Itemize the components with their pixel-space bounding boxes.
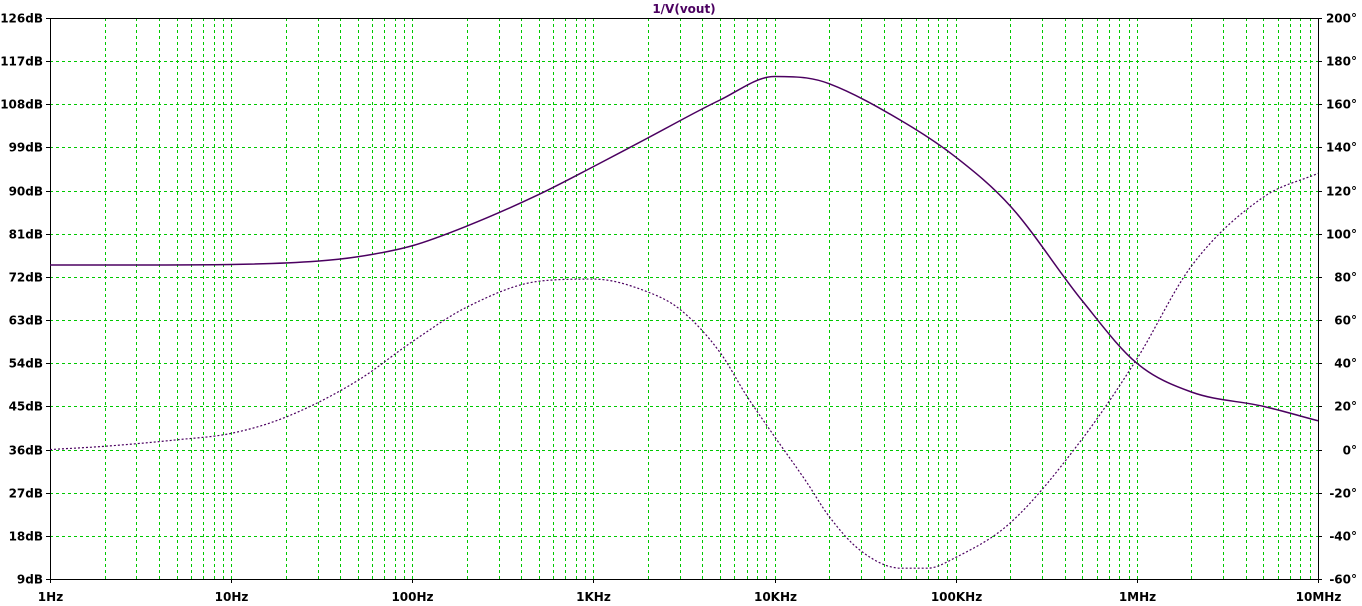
x-tick-label: 1MHz (1119, 590, 1156, 604)
x-axis-ticks: 1Hz 10Hz 100Hz 1KHz 10KHz 100KHz 1MHz 10MHz (38, 579, 1342, 604)
right-axis-ticks: 200° 180° 160° 140° 120° 100° 80° 60° 40° 20° 0° -2… (1318, 12, 1357, 587)
left-tick-label: 108dB (0, 98, 43, 112)
right-tick-label: 80° (1334, 271, 1357, 285)
right-tick-label: 140° (1326, 141, 1357, 155)
x-tick-label: 100KHz (931, 590, 982, 604)
chart-title: 1/V(vout) (652, 2, 715, 16)
series-layer (49, 75, 1319, 569)
x-tick-label: 10KHz (754, 590, 797, 604)
right-tick-label: 40° (1334, 357, 1357, 371)
right-tick-label: -60° (1329, 573, 1357, 587)
x-tick-label: 1Hz (38, 590, 63, 604)
right-tick-label: 180° (1326, 55, 1357, 69)
left-axis-ticks: 126dB 117dB 108dB 99dB 90dB 81dB 72dB 63dB 54dB 4… (0, 12, 50, 587)
x-tick-label: 10Hz (215, 590, 249, 604)
left-tick-label: 45dB (9, 400, 43, 414)
left-tick-label: 18dB (9, 530, 43, 544)
grid-lines (50, 18, 1318, 579)
left-tick-label: 27dB (9, 487, 43, 501)
left-tick-label: 72dB (9, 271, 43, 285)
left-tick-label: 117dB (0, 55, 43, 69)
right-tick-label: 60° (1334, 314, 1357, 328)
x-tick-label: 1KHz (576, 590, 611, 604)
right-tick-label: -20° (1329, 487, 1357, 501)
right-tick-label: 20° (1334, 400, 1357, 414)
x-tick-label: 100Hz (391, 590, 433, 604)
left-tick-label: 99dB (9, 141, 43, 155)
left-tick-label: 36dB (9, 444, 43, 458)
x-tick-label: 10MHz (1296, 590, 1342, 604)
phase-curve (49, 172, 1319, 569)
left-tick-label: 9dB (17, 573, 43, 587)
left-tick-label: 90dB (9, 185, 43, 199)
magnitude-curve (50, 75, 1319, 422)
left-tick-label: 63dB (9, 314, 43, 328)
right-tick-label: 100° (1326, 228, 1357, 242)
right-tick-label: -40° (1329, 530, 1357, 544)
right-tick-label: 120° (1326, 185, 1357, 199)
left-tick-label: 126dB (0, 12, 43, 26)
right-tick-label: 160° (1326, 98, 1357, 112)
plot-frame (50, 18, 1319, 580)
right-tick-label: 200° (1326, 12, 1357, 26)
left-tick-label: 54dB (9, 357, 43, 371)
right-tick-label: 0° (1343, 444, 1357, 458)
left-tick-label: 81dB (9, 228, 43, 242)
